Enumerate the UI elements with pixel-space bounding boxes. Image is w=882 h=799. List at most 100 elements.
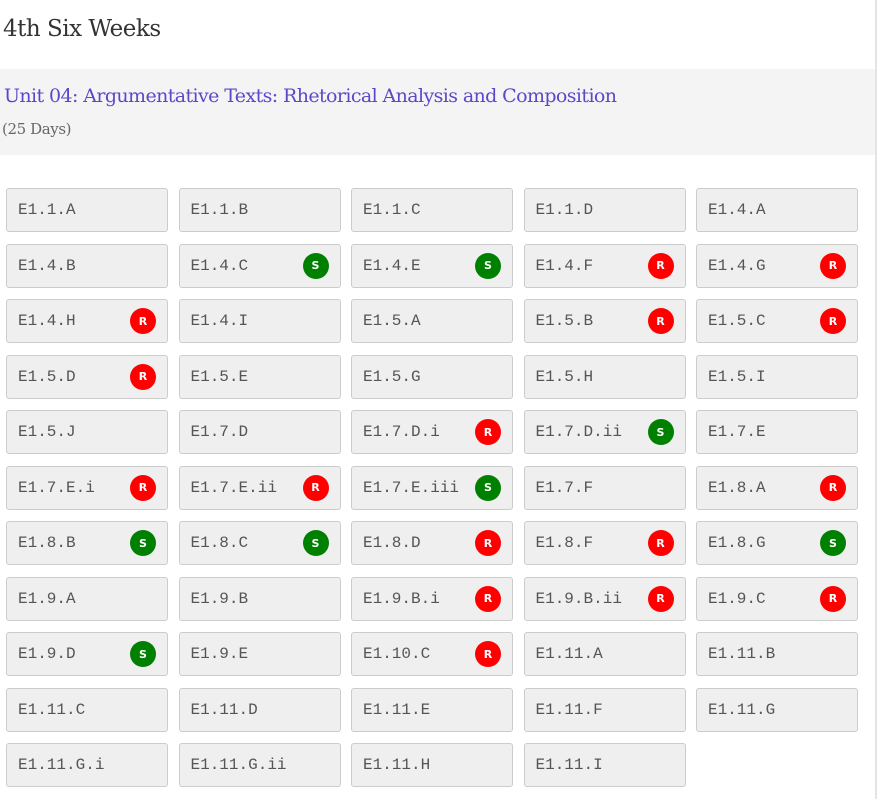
standard-card[interactable]: E1.9.C R xyxy=(696,576,858,621)
standard-card[interactable]: E1.7.F xyxy=(523,465,686,510)
standard-code: E1.7.E.iii xyxy=(363,478,460,497)
standard-card[interactable]: E1.9.B.ii R xyxy=(523,576,686,621)
standard-card[interactable]: E1.9.B xyxy=(178,576,341,621)
standard-card[interactable]: E1.9.E xyxy=(178,632,341,676)
standard-code: E1.11.H xyxy=(363,756,431,774)
standard-card[interactable]: E1.11.A xyxy=(523,632,686,676)
standard-card[interactable]: E1.4.G R xyxy=(696,243,858,288)
standard-card[interactable]: E1.8.D R xyxy=(351,521,513,565)
standard-card[interactable]: E1.4.B xyxy=(6,243,168,288)
standard-code: E1.7.E.i xyxy=(18,478,95,497)
unit-duration: (25 Days) xyxy=(2,120,72,138)
standard-card[interactable]: E1.11.F xyxy=(523,687,686,732)
standard-card[interactable]: E1.8.G S xyxy=(696,521,858,565)
standard-code: E1.11.I xyxy=(535,756,603,774)
standard-code: E1.11.G.i xyxy=(18,756,105,774)
standard-card[interactable]: E1.5.G xyxy=(351,354,513,399)
standard-code: E1.11.G.ii xyxy=(190,756,287,774)
standard-card[interactable]: E1.5.B R xyxy=(523,299,686,343)
standard-code: E1.4.E xyxy=(363,256,421,275)
standard-card[interactable]: E1.7.E.i R xyxy=(6,465,168,510)
standard-card[interactable]: E1.8.F R xyxy=(523,521,686,565)
standard-code: E1.8.G xyxy=(708,534,766,552)
standard-code: E1.9.A xyxy=(18,589,76,608)
standard-card[interactable]: E1.11.E xyxy=(351,687,513,732)
standard-card[interactable]: E1.7.D.ii S xyxy=(523,410,686,454)
standard-card[interactable]: E1.7.E.iii S xyxy=(351,465,513,510)
standard-card[interactable]: E1.11.H xyxy=(351,743,513,787)
s-badge-icon: S xyxy=(820,530,846,556)
standard-card[interactable]: E1.8.B S xyxy=(6,521,168,565)
standard-card[interactable]: E1.1.C xyxy=(351,188,513,232)
standard-card[interactable]: E1.4.A xyxy=(696,188,858,232)
standard-card[interactable]: E1.8.C S xyxy=(178,521,341,565)
standard-card[interactable]: E1.11.I xyxy=(523,743,686,787)
scrollbar[interactable] xyxy=(875,0,877,799)
standard-card[interactable]: E1.7.D.i R xyxy=(351,410,513,454)
standard-code: E1.7.D xyxy=(190,423,249,441)
standard-card[interactable]: E1.8.A R xyxy=(696,465,858,510)
r-badge-icon: R xyxy=(820,585,846,612)
unit-title-link[interactable]: Unit 04: Argumentative Texts: Rhetorical… xyxy=(4,85,617,107)
standard-card[interactable]: E1.11.C xyxy=(6,687,168,732)
standard-card[interactable]: E1.11.D xyxy=(178,687,341,732)
standard-card[interactable]: E1.5.A xyxy=(351,299,513,343)
s-badge-icon: S xyxy=(130,530,156,556)
standard-code: E1.8.F xyxy=(535,534,594,552)
standard-card[interactable]: E1.9.B.i R xyxy=(351,576,513,621)
standard-card[interactable]: E1.10.C R xyxy=(351,632,513,676)
standard-card[interactable]: E1.11.B xyxy=(696,632,858,676)
standard-code: E1.4.I xyxy=(190,312,249,330)
standard-code: E1.11.D xyxy=(190,700,258,719)
standard-code: E1.5.J xyxy=(18,423,76,441)
standard-code: E1.9.C xyxy=(708,589,766,608)
standard-code: E1.5.G xyxy=(363,367,421,386)
r-badge-icon: R xyxy=(647,585,674,612)
standard-card[interactable]: E1.7.E.ii R xyxy=(178,465,341,510)
standard-card[interactable]: E1.4.H R xyxy=(6,299,168,343)
standard-card[interactable]: E1.9.A xyxy=(6,576,168,621)
standard-card[interactable]: E1.1.B xyxy=(178,188,341,232)
standard-card[interactable]: E1.5.C R xyxy=(696,299,858,343)
r-badge-icon: R xyxy=(820,474,846,501)
standard-code: E1.5.C xyxy=(708,312,766,330)
standard-code: E1.11.E xyxy=(363,700,431,719)
r-badge-icon: R xyxy=(647,308,674,334)
standard-code: E1.5.E xyxy=(190,367,249,386)
standard-card[interactable]: E1.11.G.i xyxy=(6,743,168,787)
standard-card[interactable]: E1.5.I xyxy=(696,354,858,399)
standard-code: E1.10.C xyxy=(363,645,431,663)
standard-card[interactable]: E1.9.D S xyxy=(6,632,168,676)
standard-code: E1.8.B xyxy=(18,534,76,552)
standard-code: E1.5.B xyxy=(535,312,594,330)
standard-code: E1.4.G xyxy=(708,256,766,275)
standard-code: E1.9.B xyxy=(190,589,249,608)
r-badge-icon: R xyxy=(820,252,846,279)
r-badge-icon: R xyxy=(647,252,674,279)
standard-card[interactable]: E1.1.A xyxy=(6,188,168,232)
r-badge-icon: R xyxy=(130,363,156,390)
standard-card[interactable]: E1.1.D xyxy=(523,188,686,232)
s-badge-icon: S xyxy=(302,530,329,556)
standard-card[interactable]: E1.5.E xyxy=(178,354,341,399)
s-badge-icon: S xyxy=(647,419,674,445)
standard-card[interactable]: E1.4.C S xyxy=(178,243,341,288)
standard-card[interactable]: E1.4.I xyxy=(178,299,341,343)
r-badge-icon: R xyxy=(475,585,501,612)
s-badge-icon: S xyxy=(475,252,501,279)
standard-card[interactable]: E1.7.D xyxy=(178,410,341,454)
standard-code: E1.5.I xyxy=(708,367,766,386)
standard-card[interactable]: E1.11.G.ii xyxy=(178,743,341,787)
standard-code: E1.9.D xyxy=(18,645,76,663)
standard-card[interactable]: E1.4.E S xyxy=(351,243,513,288)
r-badge-icon: R xyxy=(820,308,846,334)
s-badge-icon: S xyxy=(130,641,156,667)
standard-card[interactable]: E1.5.D R xyxy=(6,354,168,399)
standard-card[interactable]: E1.5.J xyxy=(6,410,168,454)
standard-code: E1.5.A xyxy=(363,312,421,330)
standard-code: E1.11.A xyxy=(535,645,603,663)
standard-card[interactable]: E1.11.G xyxy=(696,687,858,732)
standard-card[interactable]: E1.4.F R xyxy=(523,243,686,288)
standard-card[interactable]: E1.7.E xyxy=(696,410,858,454)
standard-card[interactable]: E1.5.H xyxy=(523,354,686,399)
